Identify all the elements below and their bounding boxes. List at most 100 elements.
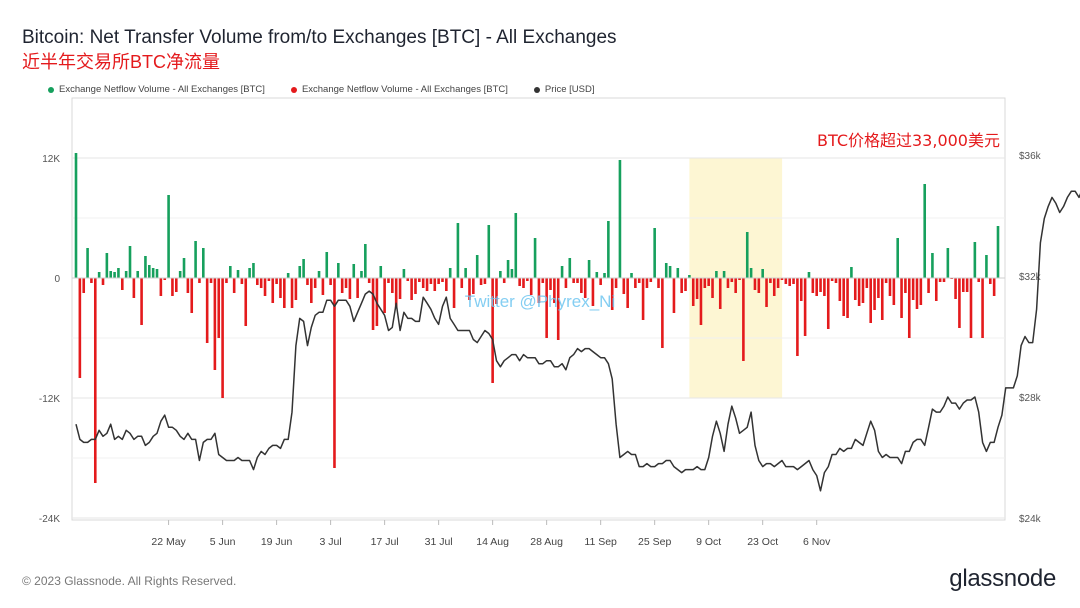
outflow-bar [313, 278, 317, 288]
outflow-bar [649, 278, 653, 282]
outflow-bar [772, 278, 776, 296]
outflow-bar [294, 278, 298, 300]
outflow-bar [406, 278, 410, 281]
outflow-bar [726, 278, 730, 288]
outflow-bar [877, 278, 880, 298]
outflow-bar [526, 278, 529, 281]
outflow-bar [815, 278, 818, 296]
y-tick-right: $36k [1019, 151, 1042, 162]
outflow-bar [82, 278, 86, 293]
outflow-bar [452, 278, 456, 308]
outflow-bar [610, 278, 614, 310]
inflow-bar [715, 271, 718, 278]
outflow-bar [869, 278, 872, 323]
inflow-bar [448, 268, 452, 278]
netflow-price-chart[interactable]: 12K 0 -12K -24K $36k $32k $28k $24k 22 May 5 Jun 1… [0, 0, 1080, 560]
outflow-bar [861, 278, 865, 303]
inflow-bar [595, 272, 599, 278]
glassnode-logo[interactable]: glassnode [949, 565, 1056, 592]
inflow-bar [587, 260, 591, 278]
inflow-bar [155, 269, 159, 278]
inflow-bar [236, 270, 240, 278]
x-tick-label: 19 Jun [261, 536, 293, 548]
outflow-bar [120, 278, 124, 290]
legend-item-price[interactable]: Price [USD] [533, 84, 595, 95]
outflow-bar [186, 278, 190, 293]
legend-item-inflow[interactable]: Exchange Netflow Volume - All Exchanges … [48, 84, 265, 95]
inflow-bar [194, 241, 197, 278]
outflow-bar [541, 278, 545, 283]
inflow-bar [607, 221, 610, 278]
outflow-bar [441, 278, 444, 282]
outflow-bar [645, 278, 649, 288]
outflow-bar [958, 278, 961, 328]
watermark: Twitter @Phyrex_Ni [465, 292, 615, 311]
outflow-bar [518, 278, 521, 286]
outflow-bar [418, 278, 421, 282]
outflow-bar [267, 278, 271, 281]
outflow-bar [981, 278, 984, 338]
outflow-bar [900, 278, 903, 318]
inflow-bar [144, 256, 147, 278]
outflow-bar [495, 278, 498, 304]
inflow-bar [533, 238, 537, 278]
outflow-bar [537, 278, 541, 303]
outflow-bar [132, 278, 136, 298]
inflow-bar [151, 268, 155, 278]
outflow-bar [672, 278, 676, 313]
outflow-bar [321, 278, 325, 295]
outflow-bar [425, 278, 429, 291]
x-tick-label: 28 Aug [530, 536, 563, 548]
outflow-bar [483, 278, 487, 284]
inflow-bar [337, 263, 340, 278]
outflow-bar [78, 278, 82, 378]
outflow-bar [221, 278, 224, 398]
inflow-bar [761, 269, 764, 278]
legend-item-outflow[interactable]: Exchange Netflow Volume - All Exchanges … [290, 84, 508, 95]
inflow-bar [931, 253, 934, 278]
outflow-bar [460, 278, 464, 288]
outflow-bar [387, 278, 390, 283]
outflow-bar [306, 278, 309, 285]
outflow-bar [329, 278, 332, 285]
outflow-bar [572, 278, 575, 283]
inflow-bar [664, 263, 668, 278]
outflow-bar [171, 278, 174, 296]
inflow-bar [97, 272, 101, 278]
outflow-bar [472, 278, 475, 294]
inflow-bar [923, 184, 927, 278]
price-line [75, 190, 1080, 492]
inflow-bar [688, 275, 691, 278]
outflow-bar [622, 278, 626, 294]
annotation-label: BTC价格超过33,000美元 [817, 131, 1000, 150]
outflow-bar [159, 278, 163, 296]
outflow-bar [263, 278, 267, 296]
outflow-bar [680, 278, 683, 293]
outflow-bar [753, 278, 757, 290]
legend: Exchange Netflow Volume - All Exchanges … [48, 84, 595, 95]
outflow-bar [734, 278, 737, 293]
inflow-bar [286, 273, 290, 278]
outflow-bar [491, 278, 494, 383]
inflow-bar [105, 253, 109, 278]
inflow-bar [167, 195, 170, 278]
outflow-bar [776, 278, 780, 288]
x-tick-label: 3 Jul [320, 536, 342, 548]
y-tick-left: -12K [39, 394, 60, 405]
outflow-bar [842, 278, 845, 316]
inflow-bar [896, 238, 899, 278]
outflow-bar [553, 278, 556, 303]
outflow-bar [225, 278, 228, 283]
copyright-notice: © 2023 Glassnode. All Rights Reserved. [22, 574, 237, 588]
outflow-bar [340, 278, 344, 293]
inflow-bar [248, 268, 251, 278]
inflow-bar [630, 273, 633, 278]
outflow-bar [244, 278, 248, 326]
inflow-bar [510, 269, 514, 278]
outflow-bar [576, 278, 579, 283]
legend-swatch-price [533, 86, 540, 93]
outflow-bar [830, 278, 834, 281]
outflow-bar [414, 278, 417, 294]
outflow-bar [819, 278, 822, 292]
inflow-bar [360, 271, 363, 278]
